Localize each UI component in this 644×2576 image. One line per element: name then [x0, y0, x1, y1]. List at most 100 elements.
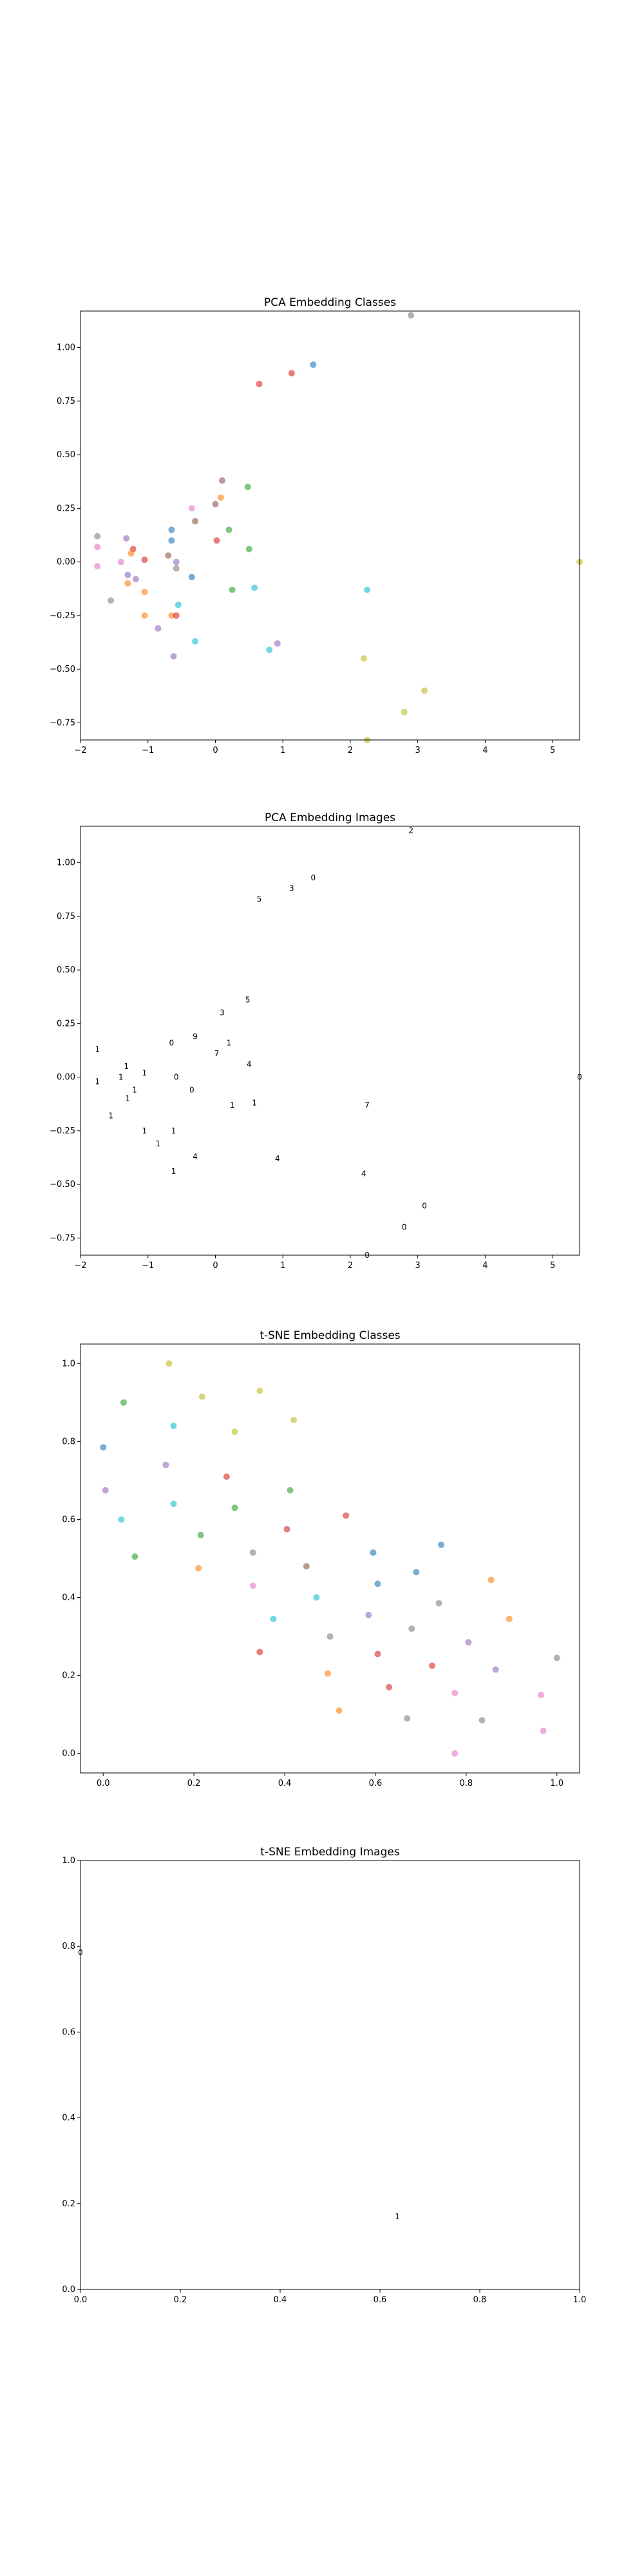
data-point [251, 584, 258, 591]
data-point [212, 500, 219, 507]
x-tick-label: 2 [348, 1261, 353, 1271]
digit-image-marker: 0 [310, 873, 316, 882]
y-tick-label: 0.0 [62, 2285, 75, 2295]
axes-frame [80, 1343, 580, 1774]
x-tick-label: 0.2 [187, 1779, 201, 1788]
digit-image-marker: 1 [142, 1126, 147, 1135]
x-tick-label: −1 [142, 746, 154, 755]
x-tick-label: 0 [213, 1261, 218, 1271]
data-point [488, 1577, 495, 1584]
x-tick-label: 0.4 [278, 1779, 292, 1788]
data-point [124, 571, 131, 578]
data-point [128, 550, 135, 557]
y-tick-label: 0.00 [57, 558, 75, 567]
data-point [451, 1689, 459, 1696]
digit-image-marker: 7 [214, 1049, 220, 1058]
data-point [197, 1531, 204, 1539]
y-tick-label: 0.4 [62, 1593, 75, 1603]
y-tick-label: 0.8 [62, 1942, 75, 1951]
y-tick-label: 0.75 [57, 397, 75, 406]
data-point [256, 381, 263, 388]
x-tick-label: 4 [482, 1261, 488, 1271]
x-tick-label: 1 [280, 746, 285, 755]
y-tick-label: −0.25 [50, 611, 75, 621]
data-point [94, 563, 101, 570]
data-point [141, 612, 148, 619]
x-tick-label: 0.6 [369, 1779, 383, 1788]
digit-image-marker: 2 [408, 826, 413, 835]
y-tick-label: −0.50 [50, 1180, 75, 1189]
data-point [540, 1727, 547, 1734]
digit-image-marker: 1 [95, 1045, 100, 1054]
digit-image-marker: 1 [118, 1073, 124, 1082]
x-tick-label: 3 [415, 746, 421, 755]
data-point [404, 1715, 411, 1722]
data-point [386, 1683, 393, 1690]
x-tick-label: 0.6 [374, 2295, 387, 2305]
data-point [120, 1399, 127, 1406]
data-point [374, 1580, 381, 1587]
y-tick-label: 1.0 [62, 1856, 75, 1866]
data-point [365, 1611, 372, 1618]
chart-panel-3: t-SNE Embedding Classes 0.0 0.2 0.4 0.6 0.8 1.… [62, 1329, 580, 1788]
x-tick-label: 1.0 [550, 1779, 564, 1788]
digit-image-marker: 4 [193, 1152, 198, 1161]
digit-image-marker: 1 [95, 1077, 100, 1086]
digit-image-marker: 1 [142, 1068, 147, 1077]
digit-image-marker: 1 [230, 1101, 235, 1110]
y-tick-label: 1.00 [57, 343, 75, 353]
y-tick-label: 0.00 [57, 1073, 75, 1083]
data-point [283, 1526, 290, 1533]
data-point [310, 361, 317, 368]
digit-image-marker: 1 [171, 1126, 176, 1135]
data-point [421, 687, 428, 694]
chart-title: t-SNE Embedding Classes [260, 1329, 400, 1342]
data-point [165, 552, 172, 559]
data-point [538, 1691, 545, 1698]
data-point [192, 518, 199, 525]
x-tick-label: −2 [74, 1261, 86, 1271]
x-tick-label: 0.8 [460, 1779, 473, 1788]
data-point [168, 612, 175, 619]
digit-image-marker: 1 [132, 1086, 137, 1095]
y-tick-label: 1.00 [57, 858, 75, 868]
data-point [324, 1670, 331, 1677]
y-tick-label: −0.75 [50, 718, 75, 728]
data-point [155, 625, 162, 632]
x-tick-label: 2 [348, 746, 353, 755]
y-tick-label: 0.2 [62, 2199, 75, 2209]
data-point [313, 1594, 320, 1601]
data-point [553, 1654, 560, 1662]
digit-image-marker: 1 [395, 2212, 400, 2221]
data-point [478, 1717, 486, 1724]
data-point [256, 1387, 263, 1394]
data-point [170, 1501, 177, 1508]
x-tick-label: 0.8 [473, 2295, 487, 2305]
digit-image-marker: 0 [402, 1223, 407, 1232]
digit-image-marker: 0 [169, 1038, 175, 1047]
data-point [124, 580, 131, 587]
data-point [162, 1461, 169, 1468]
data-point [506, 1615, 513, 1622]
data-point [408, 1625, 415, 1632]
data-point [229, 586, 236, 593]
data-point [118, 1516, 125, 1523]
y-tick-label: 0.0 [62, 1749, 75, 1759]
y-tick-label: 0.6 [62, 2027, 75, 2037]
y-tick-label: 0.4 [62, 2114, 75, 2123]
y-tick-label: 0.75 [57, 912, 75, 922]
digit-image-marker: 7 [365, 1101, 370, 1110]
y-tick-label: 1.0 [62, 1359, 75, 1368]
data-point [451, 1750, 459, 1757]
data-point [360, 655, 367, 662]
data-point [217, 494, 224, 501]
axes-frame [80, 826, 580, 1256]
digit-image-marker: 5 [245, 996, 251, 1005]
data-point [100, 1444, 107, 1451]
data-point [256, 1649, 263, 1656]
chart-title: t-SNE Embedding Images [260, 1846, 400, 1859]
data-point [141, 556, 148, 564]
data-point [188, 573, 195, 580]
data-point [336, 1707, 343, 1714]
